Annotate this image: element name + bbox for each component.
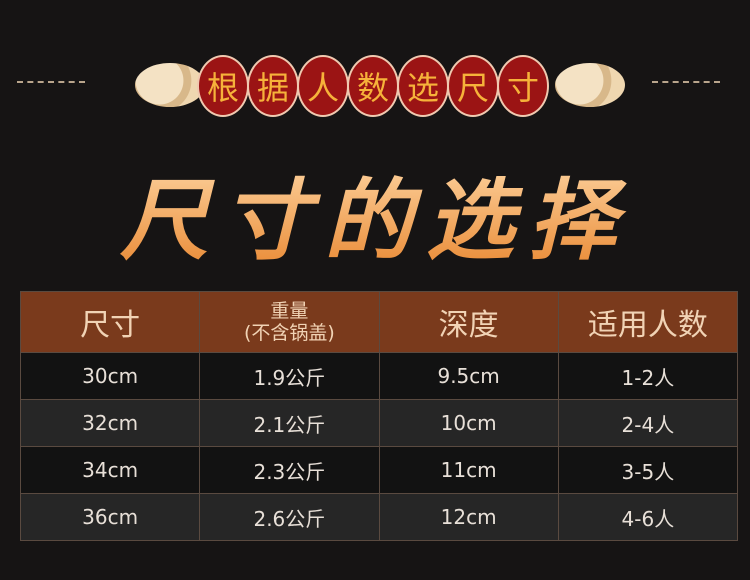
left-dashed-line (17, 81, 85, 83)
right-dashed-line (652, 81, 720, 83)
header-weight-label: 重量 (270, 300, 309, 322)
cell: 32cm (19, 399, 201, 447)
table-row: 36cm 2.6公斤 12cm 4-6人 (19, 493, 739, 541)
banner-char: 根 (197, 55, 249, 117)
cell: 4-6人 (557, 493, 739, 541)
banner-char: 人 (297, 55, 349, 117)
header-weight: 重量 (不含锅盖) (199, 291, 380, 353)
header-people: 适用人数 (557, 291, 739, 353)
cell: 2.3公斤 (199, 446, 380, 494)
cell: 1-2人 (557, 352, 739, 400)
header-depth: 深度 (378, 291, 559, 353)
banner: 根 据 人 数 选 尺 寸 (135, 55, 625, 117)
header-size: 尺寸 (19, 291, 201, 353)
table-row: 32cm 2.1公斤 10cm 2-4人 (19, 399, 739, 447)
banner-char: 数 (347, 55, 399, 117)
cell: 30cm (19, 352, 201, 400)
header-weight-note: (不含锅盖) (243, 322, 335, 344)
banner-char: 寸 (497, 55, 549, 117)
cell: 9.5cm (378, 352, 559, 400)
banner-char: 尺 (447, 55, 499, 117)
cell: 12cm (378, 493, 559, 541)
cloud-left-icon (135, 63, 205, 107)
cell: 11cm (378, 446, 559, 494)
table-row: 34cm 2.3公斤 11cm 3-5人 (19, 446, 739, 494)
banner-char: 据 (247, 55, 299, 117)
cell: 2.6公斤 (199, 493, 380, 541)
cell: 34cm (19, 446, 201, 494)
banner-char: 选 (397, 55, 449, 117)
cell: 3-5人 (557, 446, 739, 494)
cell: 2.1公斤 (199, 399, 380, 447)
header-row: 尺寸 重量 (不含锅盖) 深度 适用人数 (19, 291, 739, 353)
table-row: 30cm 1.9公斤 9.5cm 1-2人 (19, 352, 739, 400)
cell: 10cm (378, 399, 559, 447)
size-table: 尺寸 重量 (不含锅盖) 深度 适用人数 30cm 1.9公斤 9.5cm 1-2人 3… (19, 291, 739, 541)
cloud-right-icon (555, 63, 625, 107)
cell: 1.9公斤 (199, 352, 380, 400)
cell: 2-4人 (557, 399, 739, 447)
page-title: 尺寸的选择 (0, 150, 750, 277)
cell: 36cm (19, 493, 201, 541)
